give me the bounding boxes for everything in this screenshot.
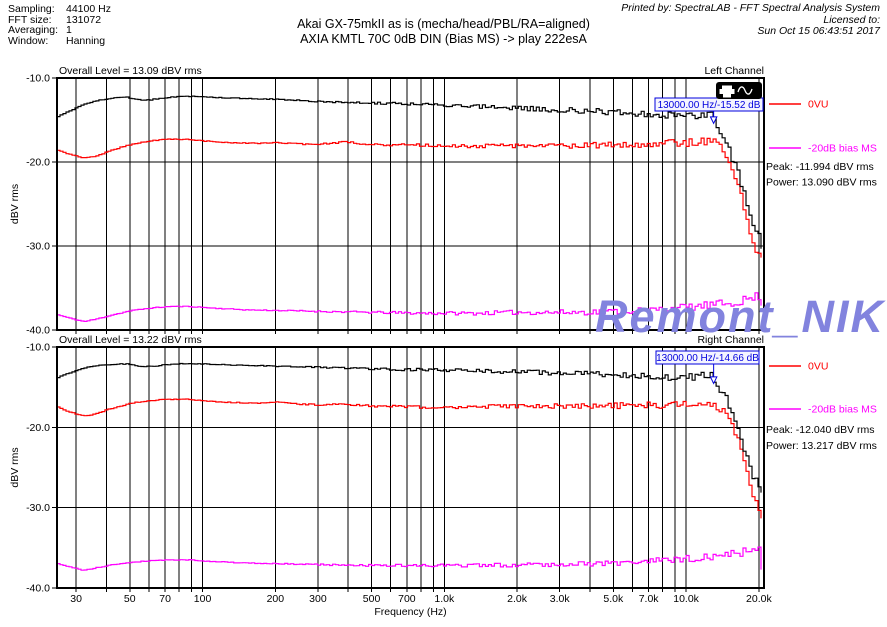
y-axis-label: dBV rms <box>9 447 21 487</box>
series-curve-0vu <box>57 137 762 258</box>
x-tick-label: 2.0k <box>507 593 528 605</box>
channel-label: Right Channel <box>697 334 764 346</box>
plot-frame <box>56 77 765 331</box>
power-readout: Power: 13.217 dBV rms <box>766 440 877 452</box>
param-sampling: Sampling: 44100 Hz <box>8 4 111 15</box>
x-tick-label: 700 <box>398 593 416 605</box>
spectrum-curves <box>57 362 762 571</box>
y-tick-label: -20.0 <box>26 422 50 434</box>
series-curve-record-playback-spectrum <box>57 362 762 493</box>
legend-label: 0VU <box>808 361 828 373</box>
print-info: Printed by: SpectraLAB - FFT Spectral An… <box>621 2 880 38</box>
x-tick-label: 300 <box>309 593 327 605</box>
x-tick-label: 100 <box>194 593 212 605</box>
peak-readout: Peak: -11.994 dBV rms <box>766 161 874 173</box>
power-readout: Power: 13.090 dBV rms <box>766 177 877 189</box>
printer-icon[interactable] <box>719 85 735 98</box>
param-value: 44100 Hz <box>66 3 111 15</box>
y-tick-label: -30.0 <box>26 502 50 514</box>
cursor-marker-icon <box>709 376 718 385</box>
param-value: Hanning <box>66 34 106 47</box>
title-line-1: Akai GX-75mkII as is (mecha/head/PBL/RA=… <box>297 17 590 31</box>
param-label: FFT size: <box>8 13 52 26</box>
print-date: Sun Oct 15 06:43:51 2017 <box>757 25 880 37</box>
plot-frame <box>56 346 765 589</box>
plot-toolbar <box>716 82 762 99</box>
param-value: 131072 <box>66 13 102 26</box>
series-curve-0vu <box>57 398 762 519</box>
channel-plot-right: -10.0 -20.0 -30.0 -40.0 dBV rms 30 50 70 100 200 3… <box>9 334 877 618</box>
param-window: Window: Hanning <box>8 34 111 47</box>
y-tick-label: -40.0 <box>26 325 50 337</box>
cursor-marker-icon <box>709 116 718 125</box>
cursor-box[interactable] <box>654 97 764 112</box>
watermark: Remont_NIK <box>595 291 887 342</box>
overall-level: Overall Level = 13.09 dBV rms <box>59 65 202 77</box>
legend-label: -20dB bias MS <box>808 404 877 416</box>
legend-label: -20dB bias MS <box>808 143 877 155</box>
grid <box>52 346 764 592</box>
x-tick-label: 5.0k <box>603 593 624 605</box>
param-value: 1 <box>66 24 72 36</box>
channel-plot-left: -10.0 -20.0 -30.0 -40.0 dBV rms Overall Level… <box>9 65 877 337</box>
y-tick-label: -20.0 <box>26 157 50 169</box>
x-tick-label: 10.0k <box>673 593 699 605</box>
y-axis-label: dBV rms <box>9 184 21 224</box>
cursor-box[interactable] <box>655 350 760 365</box>
spectrum-curves <box>57 95 762 322</box>
title-line-2: AXIA KMTL 70C 0dB DIN (Bias MS) -> play … <box>300 32 587 46</box>
x-tick-label: 70 <box>159 593 171 605</box>
channel-label: Left Channel <box>704 65 764 77</box>
series-curve--20db-bias-ms <box>57 546 762 571</box>
x-tick-label: 50 <box>124 593 136 605</box>
x-tick-label: 1.0k <box>434 593 455 605</box>
param-label: Sampling: <box>8 3 55 15</box>
chart-title: Akai GX-75mkII as is (mecha/head/PBL/RA=… <box>0 17 887 47</box>
overall-level: Overall Level = 13.22 dBV rms <box>59 334 202 346</box>
peak-readout: Peak: -12.040 dBV rms <box>766 424 875 436</box>
param-averaging: Averaging: 1 <box>8 25 111 36</box>
param-label: Averaging: <box>8 24 59 36</box>
cursor-readout[interactable]: 13000.00 Hz/-15.52 dB <box>654 97 764 125</box>
x-tick-label: 30 <box>70 593 82 605</box>
param-label: Window: <box>8 34 49 47</box>
y-tick-label: -10.0 <box>26 73 50 85</box>
y-tick-label: -10.0 <box>26 342 50 354</box>
series-curve--20db-bias-ms <box>57 292 762 322</box>
analysis-parameters: Sampling: 44100 Hz FFT size: 131072 Aver… <box>8 4 111 46</box>
param-fft-size: FFT size: 131072 <box>8 13 111 26</box>
x-tick-label: 3.0k <box>550 593 571 605</box>
grid <box>52 77 764 334</box>
y-tick-label: -40.0 <box>26 583 50 595</box>
x-axis-label: Frequency (Hz) <box>374 606 446 618</box>
x-tick-label: 20.0k <box>746 593 772 605</box>
x-tick-label: 500 <box>363 593 381 605</box>
sine-wave-icon[interactable] <box>737 86 753 95</box>
series-curve-record-playback-spectrum <box>57 95 762 249</box>
cursor-value-text: 13000.00 Hz/-14.66 dB <box>656 353 759 364</box>
cursor-readout[interactable]: 13000.00 Hz/-14.66 dB <box>655 350 760 385</box>
licensed-to: Licensed to: <box>823 13 880 26</box>
y-tick-label: -30.0 <box>26 241 50 253</box>
legend-label: 0VU <box>808 99 828 111</box>
x-tick-label: 200 <box>267 593 285 605</box>
printed-by: Printed by: SpectraLAB - FFT Spectral An… <box>621 2 880 14</box>
cursor-value-text: 13000.00 Hz/-15.52 dB <box>658 100 761 111</box>
x-tick-label: 7.0k <box>639 593 660 605</box>
